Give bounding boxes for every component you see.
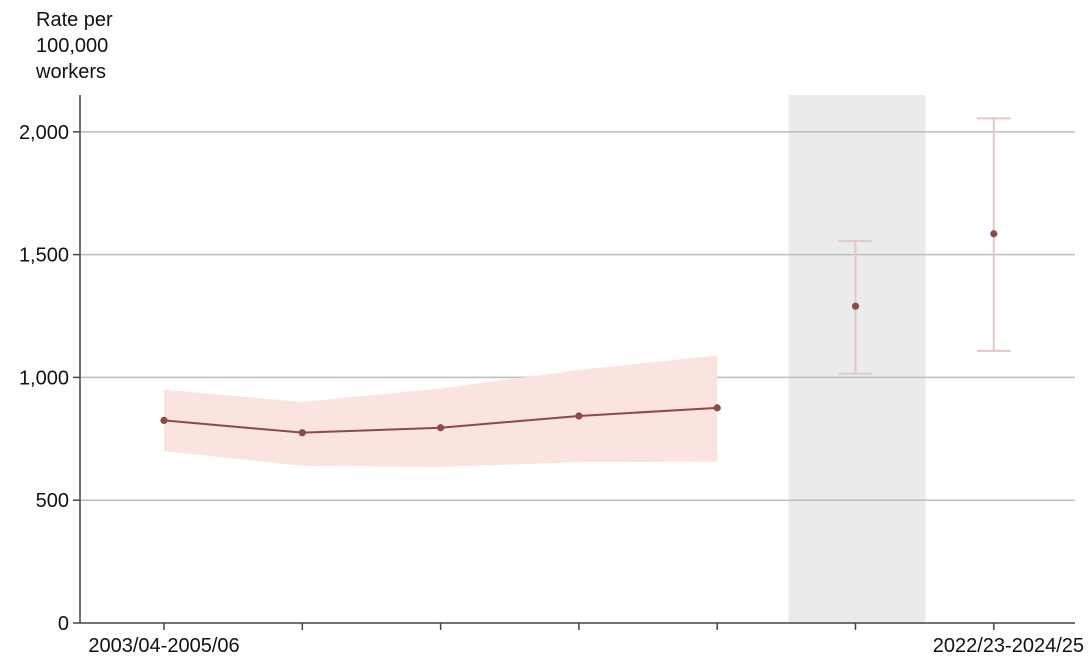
x-tick-labels: 2003/04-2005/06 2022/23-2024/25 xyxy=(88,635,1084,657)
y-tick-label-2: 1,000 xyxy=(19,367,69,389)
data-point-2 xyxy=(437,424,445,432)
data-point-0 xyxy=(160,416,168,424)
y-axis-title-line-2: 100,000 xyxy=(36,35,108,57)
data-point-3 xyxy=(575,412,583,420)
y-axis-title-line-3: workers xyxy=(35,61,106,83)
data-points xyxy=(160,230,998,437)
y-tick-label-0: 0 xyxy=(58,613,69,635)
x-tick-label-0: 2003/04-2005/06 xyxy=(88,635,239,657)
shaded-period xyxy=(788,95,926,623)
y-tick-label-4: 2,000 xyxy=(19,122,69,144)
axes xyxy=(73,95,1075,630)
data-point-4 xyxy=(713,404,721,412)
error-bar-point-1 xyxy=(990,230,998,238)
data-point-1 xyxy=(298,429,306,437)
x-tick-label-6: 2022/23-2024/25 xyxy=(933,635,1084,657)
gridlines xyxy=(80,131,1075,501)
y-axis-title: Rate per 100,000 workers xyxy=(35,9,113,83)
confidence-band xyxy=(164,355,718,468)
error-bar-point-0 xyxy=(851,302,860,310)
confidence-band-area xyxy=(164,355,718,468)
shaded-period-rect xyxy=(788,95,926,623)
y-tick-label-1: 500 xyxy=(36,490,69,512)
y-axis-title-line-1: Rate per xyxy=(36,9,113,31)
y-tick-label-3: 1,500 xyxy=(19,245,69,267)
y-tick-labels: 0 500 1,000 1,500 2,000 xyxy=(19,122,69,635)
